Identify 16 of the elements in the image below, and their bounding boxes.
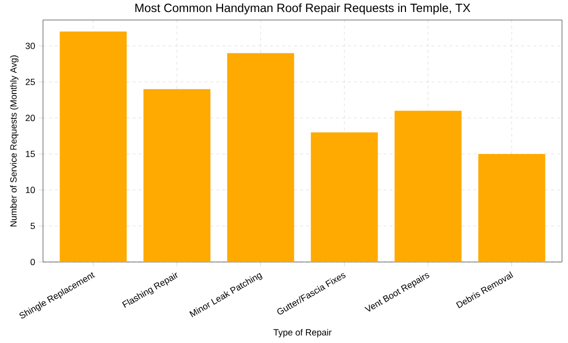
y-tick-label: 30 <box>26 42 35 50</box>
y-axis-title: Number of Service Requests (Monthly Avg) <box>10 55 18 226</box>
y-tick-label: 5 <box>30 222 35 230</box>
y-tick-label: 10 <box>26 186 35 194</box>
y-tick-label: 15 <box>26 150 35 158</box>
bar <box>478 154 546 262</box>
y-tick-label: 20 <box>26 114 35 122</box>
y-tick-label: 0 <box>30 258 35 266</box>
bar <box>310 132 378 262</box>
y-tick-label: 25 <box>26 78 35 86</box>
bar <box>394 110 462 262</box>
x-axis-title: Type of Repair <box>274 328 332 338</box>
bar <box>143 89 210 262</box>
bar <box>227 53 294 262</box>
bar <box>60 32 127 262</box>
chart-title: Most Common Handyman Roof Repair Requests in Temple, TX <box>135 3 470 14</box>
